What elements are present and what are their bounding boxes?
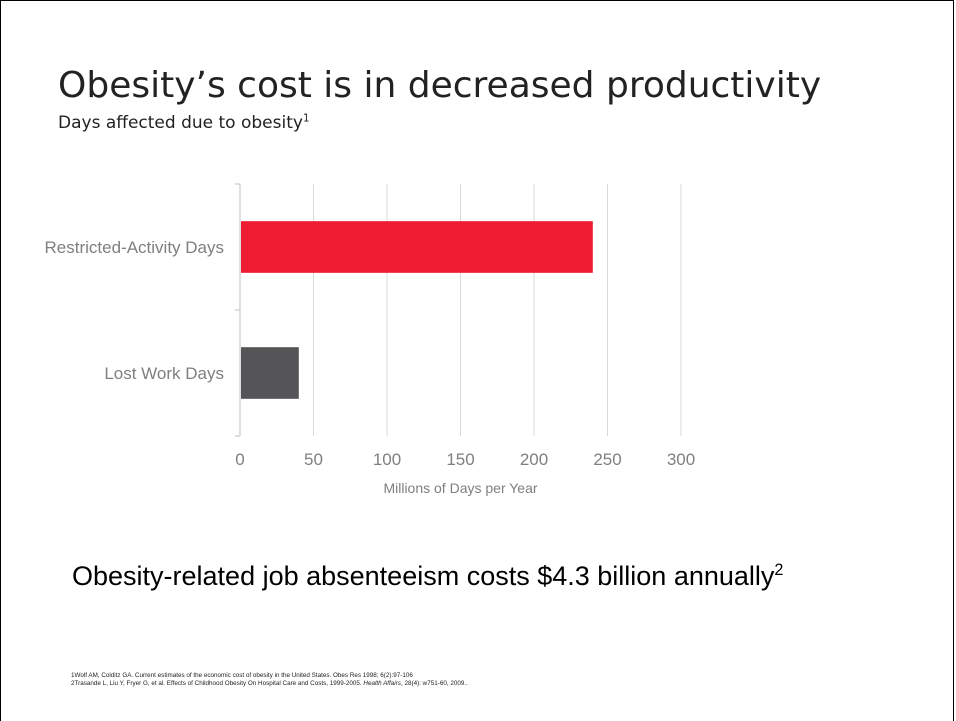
reference-2-journal: Health Affairs: [363, 679, 401, 687]
x-tick-label: 200: [520, 450, 548, 469]
category-label: Lost Work Days: [104, 364, 224, 383]
references: 1Wolf AM, Colditz GA. Current estimates …: [71, 672, 771, 687]
chart-x-tick-labels: 0 50 100 150 200 250 300: [235, 450, 695, 469]
chart-y-axis: [235, 183, 241, 437]
bar-chart: Restricted-Activity Days Lost Work Days 0…: [45, 183, 695, 496]
reference-2: 2Trasande L, Liu Y, Fryer G, et al. Effe…: [71, 680, 771, 688]
bar: [241, 347, 299, 399]
reference-1: 1Wolf AM, Colditz GA. Current estimates …: [71, 672, 413, 679]
takeaway-footnote-marker: 2: [774, 561, 784, 579]
x-tick-label: 50: [304, 450, 323, 469]
x-tick-label: 250: [593, 450, 621, 469]
reference-2-details: , 28(4): w751-60, 2009..: [400, 679, 468, 687]
reference-2-authors: 2Trasande L, Liu Y, Fryer G, et al. Effe…: [71, 679, 364, 687]
category-label: Restricted-Activity Days: [45, 238, 224, 257]
slide-title: Obesity’s cost is in decreased productiv…: [58, 65, 822, 106]
takeaway-statement: Obesity-related job absenteeism costs $4…: [72, 561, 783, 592]
bar: [241, 221, 593, 273]
x-tick-label: 100: [373, 450, 401, 469]
x-axis-title: Millions of Days per Year: [383, 480, 537, 496]
x-tick-label: 300: [667, 450, 695, 469]
slide-subtitle: Days affected due to obesity1: [58, 113, 309, 133]
takeaway-text: Obesity-related job absenteeism costs $4…: [72, 561, 775, 591]
x-tick-label: 150: [446, 450, 474, 469]
chart-bars: [241, 221, 593, 399]
subtitle-text: Days affected due to obesity: [58, 113, 303, 133]
chart-category-labels: Restricted-Activity Days Lost Work Days: [45, 238, 224, 383]
subtitle-footnote-marker: 1: [302, 113, 310, 125]
x-tick-label: 0: [235, 450, 244, 469]
